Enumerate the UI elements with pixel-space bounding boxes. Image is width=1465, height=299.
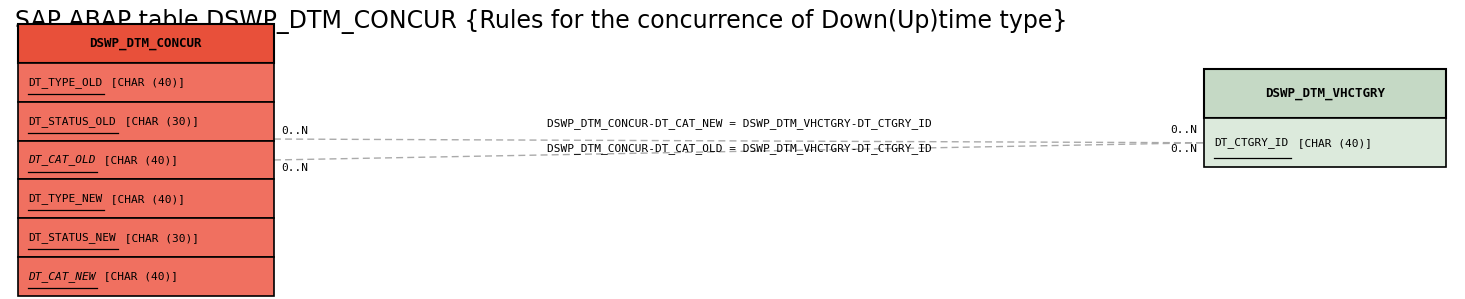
Text: 0..N: 0..N <box>281 126 308 136</box>
Text: DT_CTGRY_ID: DT_CTGRY_ID <box>1214 137 1289 148</box>
Text: [CHAR (40)]: [CHAR (40)] <box>1291 138 1373 148</box>
Text: 0..N: 0..N <box>1171 144 1197 154</box>
Text: [CHAR (40)]: [CHAR (40)] <box>97 271 179 282</box>
FancyBboxPatch shape <box>18 24 274 63</box>
Text: DT_CAT_OLD: DT_CAT_OLD <box>28 155 95 165</box>
FancyBboxPatch shape <box>1204 69 1446 118</box>
FancyBboxPatch shape <box>18 141 274 179</box>
FancyBboxPatch shape <box>18 102 274 141</box>
FancyBboxPatch shape <box>1204 118 1446 167</box>
Text: DT_TYPE_NEW: DT_TYPE_NEW <box>28 193 103 204</box>
Text: DT_TYPE_OLD: DT_TYPE_OLD <box>28 77 103 88</box>
FancyBboxPatch shape <box>18 179 274 218</box>
Text: [CHAR (30)]: [CHAR (30)] <box>119 233 199 243</box>
Text: DT_STATUS_OLD: DT_STATUS_OLD <box>28 116 116 126</box>
Text: DT_CAT_NEW: DT_CAT_NEW <box>28 271 95 282</box>
Text: SAP ABAP table DSWP_DTM_CONCUR {Rules for the concurrence of Down(Up)time type}: SAP ABAP table DSWP_DTM_CONCUR {Rules fo… <box>15 9 1067 34</box>
FancyBboxPatch shape <box>18 63 274 102</box>
Text: [CHAR (30)]: [CHAR (30)] <box>119 116 199 126</box>
FancyBboxPatch shape <box>18 257 274 296</box>
Text: [CHAR (40)]: [CHAR (40)] <box>104 77 186 87</box>
Text: DT_STATUS_NEW: DT_STATUS_NEW <box>28 232 116 243</box>
Text: [CHAR (40)]: [CHAR (40)] <box>104 194 186 204</box>
Text: 0..N: 0..N <box>1171 125 1197 135</box>
FancyBboxPatch shape <box>18 218 274 257</box>
Text: DSWP_DTM_CONCUR-DT_CAT_OLD = DSWP_DTM_VHCTGRY-DT_CTGRY_ID: DSWP_DTM_CONCUR-DT_CAT_OLD = DSWP_DTM_VH… <box>546 143 932 154</box>
Text: [CHAR (40)]: [CHAR (40)] <box>97 155 179 165</box>
Text: DSWP_DTM_VHCTGRY: DSWP_DTM_VHCTGRY <box>1266 87 1384 100</box>
Text: 0..N: 0..N <box>281 163 308 173</box>
Text: DSWP_DTM_CONCUR-DT_CAT_NEW = DSWP_DTM_VHCTGRY-DT_CTGRY_ID: DSWP_DTM_CONCUR-DT_CAT_NEW = DSWP_DTM_VH… <box>546 118 932 129</box>
Text: DSWP_DTM_CONCUR: DSWP_DTM_CONCUR <box>89 37 202 50</box>
